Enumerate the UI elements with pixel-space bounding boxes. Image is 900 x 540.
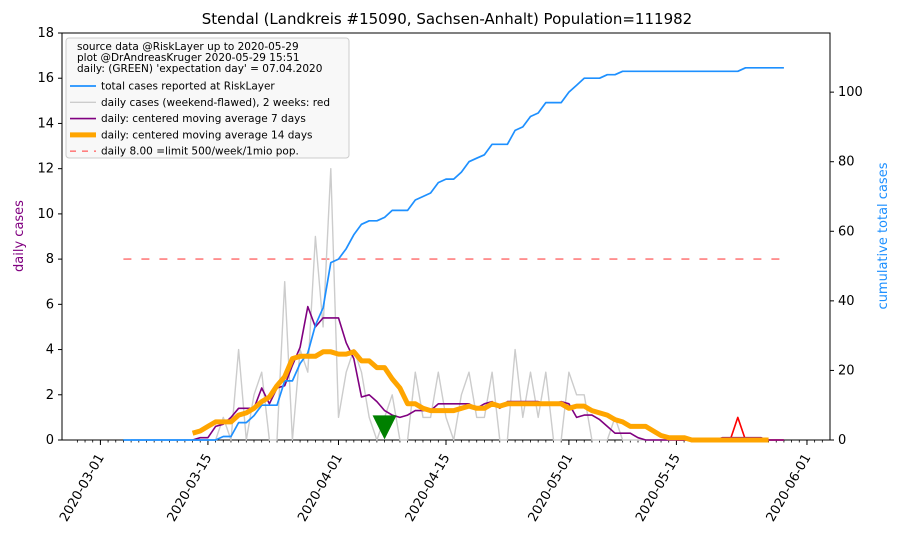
ma14-line — [191, 349, 769, 443]
legend-daily-cases-label: daily cases (weekend-flawed), 2 weeks: r… — [101, 97, 330, 109]
y-left-tick-label: 2 — [46, 388, 54, 403]
y-right-tick-label: 60 — [838, 224, 855, 239]
x-tick-label: 2020-06-01 — [764, 452, 815, 525]
y-left-tick-label: 4 — [46, 343, 54, 358]
y-left-tick-label: 6 — [46, 297, 54, 312]
x-tick-label: 2020-04-01 — [295, 452, 346, 525]
legend-limit-label: daily 8.00 =limit 500/week/1mio pop. — [101, 146, 299, 158]
y-right-tick-label: 100 — [838, 85, 863, 100]
y-right-tick-label: 20 — [838, 363, 855, 378]
y-left-tick-label: 10 — [37, 207, 54, 222]
y-left-axis-label: daily cases — [12, 200, 27, 272]
y-left-tick-label: 12 — [37, 162, 54, 177]
y-left-tick-label: 14 — [37, 116, 54, 131]
ma7-line — [192, 305, 784, 441]
legend-header-line: daily: (GREEN) 'expectation day' = 07.04… — [77, 63, 322, 75]
legend-box — [65, 37, 350, 159]
y-right-tick-label: 80 — [838, 155, 855, 170]
x-tick-label: 2020-03-15 — [165, 452, 216, 525]
legend: source data @RiskLayer up to 2020-05-29p… — [65, 37, 350, 159]
legend-header-line: source data @RiskLayer up to 2020-05-29 — [77, 41, 299, 53]
y-left-tick-label: 16 — [37, 71, 54, 86]
y-right-tick-label: 0 — [838, 433, 846, 448]
chart-title: Stendal (Landkreis #15090, Sachsen-Anhal… — [202, 10, 692, 28]
y-right-tick-label: 40 — [838, 294, 855, 309]
x-tick-label: 2020-03-01 — [57, 452, 108, 525]
x-tick-label: 2020-05-01 — [526, 452, 577, 525]
daily-cases-recent-line — [676, 416, 784, 441]
legend-ma14-label: daily: centered moving average 14 days — [101, 129, 313, 141]
y-left-tick-label: 18 — [37, 26, 54, 41]
total-cases-line — [123, 66, 784, 441]
expectation-day-marker — [372, 415, 397, 440]
y-left-tick-label: 8 — [46, 252, 54, 267]
daily-cases-line — [131, 167, 784, 441]
y-left-tick-label: 0 — [46, 433, 54, 448]
legend-total-cases-label: total cases reported at RiskLayer — [101, 81, 275, 93]
x-tick-label: 2020-05-15 — [633, 452, 684, 525]
legend-header-line: plot @DrAndreasKruger 2020-05-29 15:51 — [77, 52, 300, 64]
y-right-axis-label: cumulative total cases — [876, 162, 891, 309]
x-tick-label: 2020-04-15 — [403, 452, 454, 525]
legend-ma7-label: daily: centered moving average 7 days — [101, 113, 306, 125]
